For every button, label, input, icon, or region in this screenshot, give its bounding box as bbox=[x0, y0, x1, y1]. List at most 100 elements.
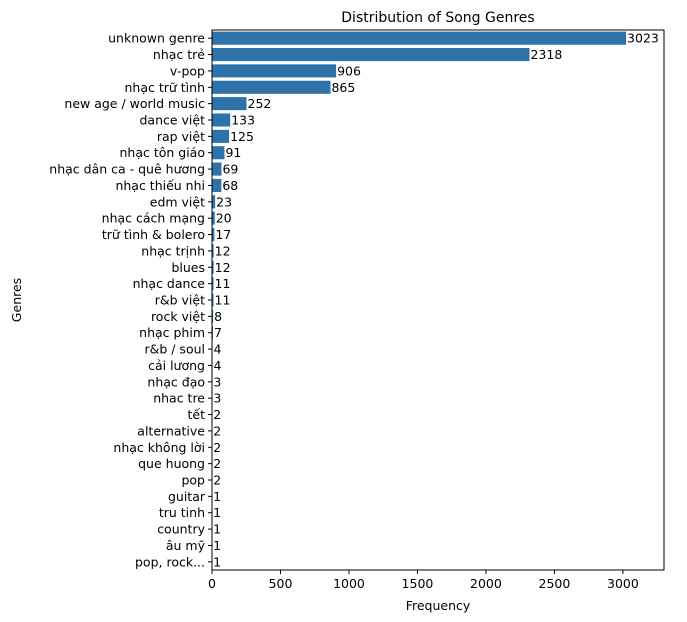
y-tick-label: dance việt bbox=[139, 113, 205, 128]
data-label: 133 bbox=[231, 113, 255, 128]
y-tick-label: pop bbox=[181, 473, 205, 488]
data-label: 69 bbox=[222, 162, 238, 177]
data-label: 11 bbox=[215, 276, 231, 291]
y-tick-label: r&b việt bbox=[155, 293, 205, 308]
y-tick-label: nhạc trẻ bbox=[153, 47, 205, 62]
y-tick-label: blues bbox=[171, 260, 205, 275]
x-tick-label: 2500 bbox=[539, 576, 571, 591]
x-tick-label: 1000 bbox=[333, 576, 365, 591]
data-label: 3 bbox=[213, 374, 221, 389]
x-tick-label: 0 bbox=[208, 576, 216, 591]
bar bbox=[212, 260, 214, 274]
data-label: 91 bbox=[225, 145, 241, 160]
bar bbox=[212, 80, 331, 94]
data-label: 2 bbox=[213, 423, 221, 438]
y-tick-label: v-pop bbox=[170, 63, 205, 78]
data-label: 23 bbox=[216, 194, 232, 209]
y-tick-label: tết bbox=[188, 407, 206, 422]
bar bbox=[212, 293, 214, 307]
bar bbox=[212, 64, 337, 78]
axis-frame bbox=[211, 29, 665, 571]
y-tick-label: unknown genre bbox=[108, 31, 205, 46]
data-label: 17 bbox=[215, 227, 231, 242]
y-tick-label: nhạc dance bbox=[133, 276, 206, 291]
y-tick-label: rock việt bbox=[151, 309, 205, 324]
data-label: 2318 bbox=[530, 47, 562, 62]
bar bbox=[212, 97, 247, 111]
data-label: 1 bbox=[213, 522, 221, 537]
data-label: 4 bbox=[214, 342, 222, 357]
bar bbox=[212, 211, 215, 225]
data-label: 11 bbox=[215, 293, 231, 308]
bar bbox=[212, 309, 214, 323]
bar bbox=[212, 113, 231, 127]
x-tick-label: 500 bbox=[269, 576, 293, 591]
data-label: 865 bbox=[331, 80, 355, 95]
y-tick-label: nhạc dân ca - quê hương bbox=[49, 162, 205, 177]
y-tick-label: nhạc phim bbox=[139, 325, 205, 340]
bar bbox=[212, 195, 216, 209]
bar bbox=[212, 178, 222, 192]
y-tick-label: nhạc trữ tình bbox=[124, 80, 205, 95]
y-tick-label: que huong bbox=[138, 456, 205, 471]
x-tick-label: 1500 bbox=[402, 576, 434, 591]
y-tick-label: pop, rock... bbox=[135, 554, 205, 569]
data-label: 68 bbox=[222, 178, 238, 193]
data-label: 20 bbox=[216, 211, 232, 226]
bar bbox=[212, 244, 214, 258]
bars-group bbox=[212, 31, 627, 569]
data-label: 7 bbox=[214, 325, 222, 340]
data-label: 2 bbox=[213, 456, 221, 471]
y-tick-label: nhạc cách mạng bbox=[102, 211, 205, 226]
data-label: 3023 bbox=[627, 31, 659, 46]
y-tick-label: cải lương bbox=[148, 358, 205, 373]
bar bbox=[212, 31, 627, 45]
y-tick-label: guitar bbox=[168, 489, 206, 504]
data-label: 1 bbox=[213, 554, 221, 569]
y-tick-label: âu mỹ bbox=[166, 538, 206, 553]
y-tick-label: new age / world music bbox=[64, 96, 205, 111]
y-tick-label: nhạc đạo bbox=[147, 374, 205, 389]
y-tick-label: nhạc tôn giáo bbox=[119, 145, 205, 160]
y-tick-label: nhac tre bbox=[153, 391, 205, 406]
bar bbox=[212, 129, 230, 143]
data-label: 2 bbox=[213, 440, 221, 455]
data-label: 4 bbox=[214, 358, 222, 373]
y-tick-label: country bbox=[157, 522, 205, 537]
y-tick-label: alternative bbox=[137, 423, 205, 438]
y-tick-label: rap việt bbox=[157, 129, 205, 144]
bar bbox=[212, 228, 215, 242]
data-label: 2 bbox=[213, 407, 221, 422]
bar bbox=[212, 162, 222, 176]
y-tick-label: nhạc thiếu nhi bbox=[115, 178, 205, 193]
x-tick-label: 2000 bbox=[470, 576, 502, 591]
bar bbox=[212, 146, 225, 160]
data-label: 12 bbox=[215, 243, 231, 258]
data-label: 906 bbox=[337, 63, 361, 78]
data-label: 1 bbox=[213, 505, 221, 520]
bar bbox=[212, 48, 530, 62]
bar bbox=[212, 277, 214, 291]
data-label: 12 bbox=[215, 260, 231, 275]
x-ticks: 0 500 1000 1500 2000 2500 3000 bbox=[208, 570, 639, 591]
data-label: 3 bbox=[213, 391, 221, 406]
x-axis-title: Frequency bbox=[406, 598, 471, 613]
y-tick-label: r&b / soul bbox=[144, 342, 205, 357]
y-tick-label: nhạc trịnh bbox=[141, 243, 205, 258]
data-label: 125 bbox=[230, 129, 254, 144]
data-label: 252 bbox=[248, 96, 272, 111]
data-label: 1 bbox=[213, 489, 221, 504]
chart-title: Distribution of Song Genres bbox=[341, 10, 534, 26]
y-tick-label: edm việt bbox=[150, 194, 205, 209]
x-tick-label: 3000 bbox=[607, 576, 639, 591]
y-axis-title: Genres bbox=[9, 278, 24, 322]
data-label: 8 bbox=[214, 309, 222, 324]
data-label: 1 bbox=[213, 538, 221, 553]
y-tick-label: nhạc không lời bbox=[113, 440, 205, 455]
y-tick-label: tru tinh bbox=[159, 505, 205, 520]
data-label: 2 bbox=[213, 473, 221, 488]
y-tick-label: trữ tình & bolero bbox=[102, 227, 205, 242]
data-labels: 3023231890686525213312591696823201712121… bbox=[213, 31, 659, 570]
